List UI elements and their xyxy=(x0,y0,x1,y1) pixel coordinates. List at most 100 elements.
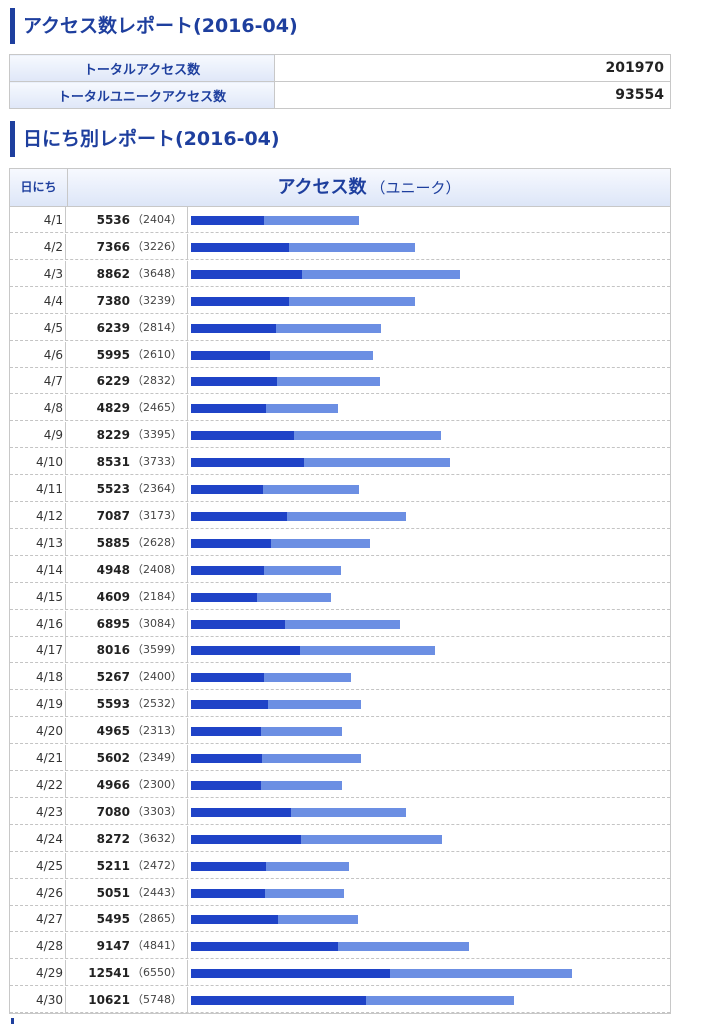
day-label: 4/3 xyxy=(10,260,66,287)
table-row: 4/2 7366 （3226） xyxy=(10,233,670,260)
day-label: 4/25 xyxy=(10,852,66,879)
access-count: 7366 xyxy=(96,239,130,254)
access-bar xyxy=(191,861,350,871)
total-access-value: 201970 xyxy=(274,54,671,82)
day-label: 4/13 xyxy=(10,529,66,556)
access-count: 4966 xyxy=(96,777,130,792)
unique-bar xyxy=(191,269,302,279)
column-divider xyxy=(187,933,188,960)
day-label: 4/5 xyxy=(10,314,66,341)
unique-header-label: （ユニーク） xyxy=(370,179,461,197)
table-row: 4/30 10621 （5748） xyxy=(10,987,670,1013)
unique-bar xyxy=(191,511,288,521)
access-count: 10621 xyxy=(88,993,130,1008)
table-row: 4/20 4965 （2313） xyxy=(10,718,670,745)
column-divider xyxy=(187,879,188,906)
column-divider xyxy=(187,798,188,825)
table-row: 4/17 8016 （3599） xyxy=(10,637,670,664)
daily-table-header: 日にち アクセス数 （ユニーク） xyxy=(10,169,670,207)
unique-bar xyxy=(191,592,258,602)
unique-count: （4841） xyxy=(132,939,182,953)
access-bar xyxy=(191,673,351,683)
unique-count: （2814） xyxy=(132,320,182,334)
day-label: 4/4 xyxy=(10,287,66,314)
table-row: 4/7 6229 （2832） xyxy=(10,368,670,395)
access-bar xyxy=(191,754,362,763)
access-count: 9147 xyxy=(96,939,130,954)
unique-count: （2400） xyxy=(132,670,182,684)
unique-bar xyxy=(191,888,266,898)
table-row: 4/28 9147 （4841） xyxy=(10,933,670,960)
unique-bar xyxy=(191,242,289,252)
daily-report-title: 日にち別レポート(2016-04) xyxy=(10,121,280,157)
access-bar xyxy=(191,350,374,360)
column-divider xyxy=(187,287,188,314)
column-divider xyxy=(187,476,188,502)
column-divider xyxy=(187,556,188,583)
day-label: 4/21 xyxy=(10,745,66,771)
unique-bar xyxy=(191,404,266,414)
day-label: 4/19 xyxy=(10,691,66,718)
day-label: 4/14 xyxy=(10,556,66,583)
unique-bar xyxy=(191,754,263,763)
day-label: 4/24 xyxy=(10,825,66,852)
access-bar xyxy=(191,485,359,494)
unique-count: （3733） xyxy=(132,455,182,469)
day-column-header: 日にち xyxy=(10,169,68,206)
table-row: 4/8 4829 （2465） xyxy=(10,395,670,422)
unique-count: （2349） xyxy=(132,751,182,764)
access-count: 8862 xyxy=(96,266,130,281)
access-bar xyxy=(191,511,407,521)
column-divider xyxy=(187,906,188,933)
column-divider xyxy=(187,664,188,691)
table-row: 4/11 5523 （2364） xyxy=(10,476,670,502)
access-count: 5051 xyxy=(96,885,130,900)
unique-bar xyxy=(191,458,305,468)
summary-row-total: トータルアクセス数 201970 xyxy=(9,54,671,82)
column-divider xyxy=(187,960,188,987)
access-count: 5602 xyxy=(96,751,130,765)
day-label: 4/23 xyxy=(10,798,66,825)
unique-count: （3226） xyxy=(132,239,182,253)
day-label: 4/8 xyxy=(10,395,66,422)
unique-bar xyxy=(191,296,290,306)
day-label: 4/27 xyxy=(10,906,66,933)
unique-count: （2472） xyxy=(132,858,182,872)
total-unique-value: 93554 xyxy=(274,81,671,109)
unique-count: （2364） xyxy=(132,482,182,495)
access-count: 8016 xyxy=(96,643,130,658)
access-bar xyxy=(191,242,415,252)
total-access-label: トータルアクセス数 xyxy=(9,54,275,82)
unique-count: （2832） xyxy=(132,374,182,388)
unique-bar xyxy=(191,323,277,333)
access-count: 4609 xyxy=(96,589,130,604)
access-count: 12541 xyxy=(88,966,130,981)
unique-count: （2610） xyxy=(132,347,182,361)
unique-bar xyxy=(191,727,262,737)
daily-access-table: 日にち アクセス数 （ユニーク） 4/1 5536 （2404） 4/2 7366 （322… xyxy=(9,168,671,1014)
access-count: 7087 xyxy=(96,508,130,523)
access-bar xyxy=(191,216,360,225)
table-row: 4/18 5267 （2400） xyxy=(10,664,670,691)
unique-bar xyxy=(191,834,302,844)
table-row: 4/13 5885 （2628） xyxy=(10,529,670,556)
access-bar xyxy=(191,807,407,817)
access-bar xyxy=(191,323,381,333)
unique-count: （3084） xyxy=(132,616,182,630)
table-row: 4/6 5995 （2610） xyxy=(10,341,670,368)
unique-count: （3173） xyxy=(132,508,182,522)
table-row: 4/27 5495 （2865） xyxy=(10,906,670,933)
unique-bar xyxy=(191,485,263,494)
table-row: 4/21 5602 （2349） xyxy=(10,745,670,771)
unique-bar xyxy=(191,646,301,656)
unique-count: （2313） xyxy=(132,724,182,738)
column-divider xyxy=(187,260,188,287)
unique-count: （2184） xyxy=(132,589,182,603)
column-divider xyxy=(187,529,188,556)
access-bar xyxy=(191,834,443,844)
access-header-label: アクセス数 xyxy=(277,177,367,198)
column-divider xyxy=(187,341,188,368)
unique-bar xyxy=(191,350,271,360)
summary-table: トータルアクセス数 201970 トータルユニークアクセス数 93554 xyxy=(9,54,671,109)
day-label: 4/12 xyxy=(10,502,66,529)
